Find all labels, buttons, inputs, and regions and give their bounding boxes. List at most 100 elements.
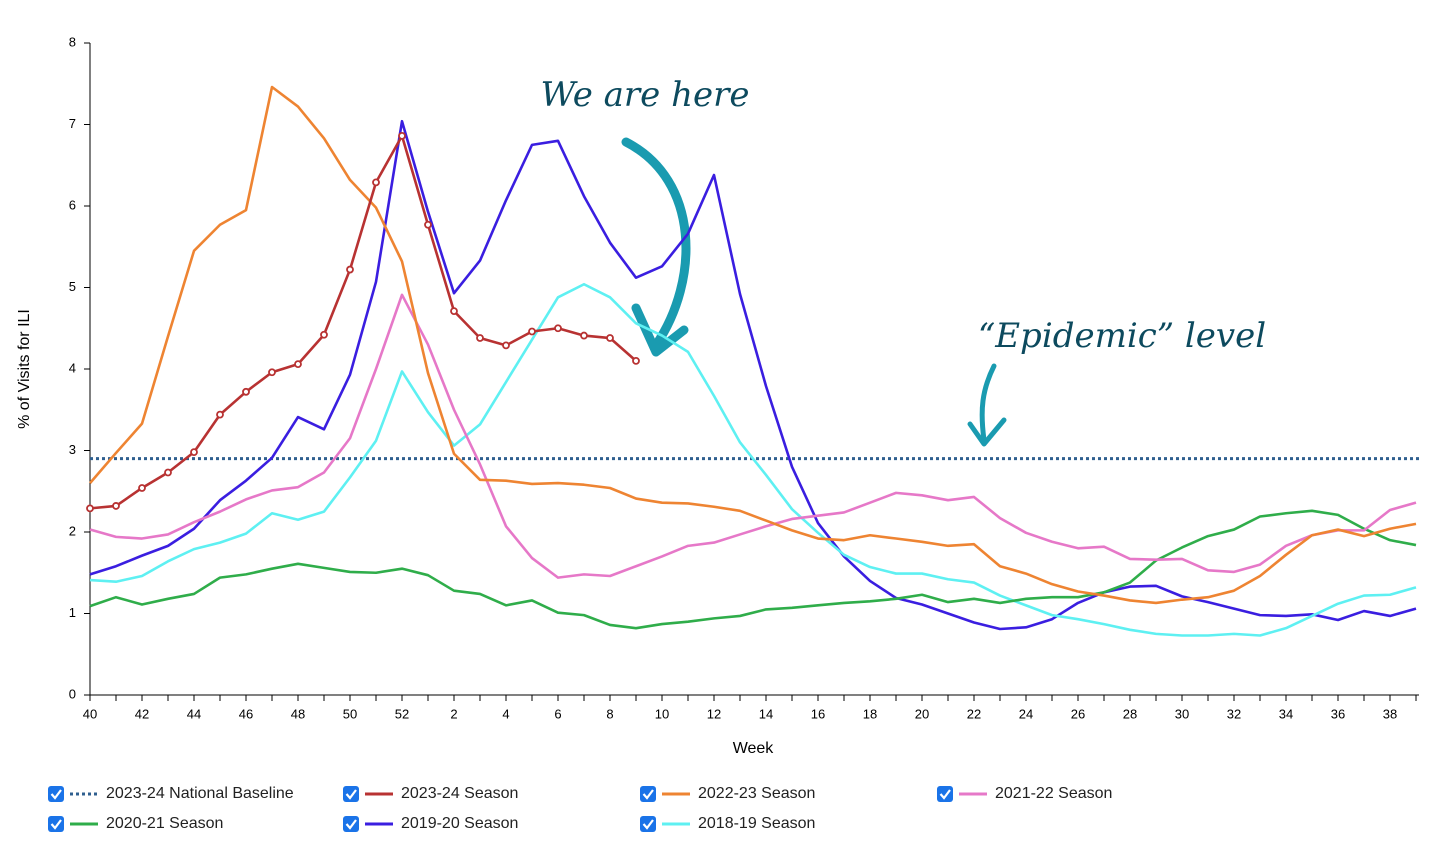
legend-checkbox[interactable] <box>640 816 656 832</box>
legend-check <box>939 789 951 800</box>
legend-item[interactable]: 2023-24 National Baseline <box>48 785 294 802</box>
legend-check <box>50 789 62 800</box>
point <box>320 330 328 339</box>
point <box>424 220 432 229</box>
legend-item[interactable]: 2019-20 Season <box>343 815 518 832</box>
x-tick-label: 4 <box>502 706 509 721</box>
legend-check <box>50 819 62 830</box>
legend-label: 2022-23 Season <box>698 785 815 802</box>
y-tick-label: 3 <box>69 442 76 457</box>
x-tick-label: 44 <box>187 706 201 721</box>
x-tick-label: 24 <box>1019 706 1033 721</box>
legend-label: 2021-22 Season <box>995 785 1112 802</box>
point <box>294 360 302 369</box>
y-tick-label: 1 <box>69 605 76 620</box>
point <box>528 327 536 336</box>
x-tick-label: 28 <box>1123 706 1137 721</box>
point <box>372 178 380 187</box>
legend-checkbox[interactable] <box>640 786 656 802</box>
x-tick-label: 2 <box>450 706 457 721</box>
point <box>86 504 94 513</box>
legend-checkbox[interactable] <box>343 786 359 802</box>
point <box>632 356 640 365</box>
x-tick-label: 50 <box>343 706 357 721</box>
x-tick-label: 20 <box>915 706 929 721</box>
y-tick-label: 4 <box>69 360 76 375</box>
annotation-arrow <box>621 137 691 350</box>
legend-item[interactable]: 2020-21 Season <box>48 815 223 832</box>
legend-checkbox[interactable] <box>48 816 64 832</box>
x-tick-label: 40 <box>83 706 97 721</box>
legend-checkbox[interactable] <box>343 816 359 832</box>
series-line <box>89 119 1417 631</box>
legend-item[interactable]: 2023-24 Season <box>343 785 518 802</box>
legend-check <box>642 819 654 830</box>
y-tick-label: 0 <box>69 686 76 701</box>
y-tick-label: 5 <box>69 279 76 294</box>
legend-check <box>345 789 357 800</box>
x-tick-label: 32 <box>1227 706 1241 721</box>
legend-label: 2018-19 Season <box>698 815 815 832</box>
point <box>268 368 276 377</box>
x-tick-label: 6 <box>554 706 561 721</box>
point <box>242 387 250 396</box>
annotation: “Epidemic” level <box>978 316 1266 356</box>
series-line <box>89 85 1417 605</box>
point <box>450 307 458 316</box>
x-tick-label: 8 <box>606 706 613 721</box>
legend-check <box>642 789 654 800</box>
legend-item[interactable]: 2021-22 Season <box>937 785 1112 802</box>
series-line <box>89 282 1417 637</box>
x-tick-label: 52 <box>395 706 409 721</box>
x-tick-label: 48 <box>291 706 305 721</box>
y-tick-label: 2 <box>69 523 76 538</box>
point <box>502 341 510 350</box>
point <box>190 448 198 457</box>
point <box>476 334 484 342</box>
legend-checkbox[interactable] <box>48 786 64 802</box>
point <box>398 132 406 140</box>
point <box>554 324 562 333</box>
annotation-arrow-head <box>631 303 689 357</box>
x-tick-label: 26 <box>1071 706 1085 721</box>
annotation: We are here <box>541 75 750 115</box>
legend-checkbox[interactable] <box>937 786 953 802</box>
y-axis-label: % of Visits for ILI <box>16 309 33 429</box>
legend-item[interactable]: 2018-19 Season <box>640 815 815 832</box>
point <box>164 468 172 477</box>
y-tick-label: 6 <box>69 197 76 212</box>
x-tick-label: 36 <box>1331 706 1345 721</box>
x-tick-label: 10 <box>655 706 669 721</box>
series-line <box>89 509 1417 630</box>
series-line <box>89 134 637 510</box>
x-tick-label: 22 <box>967 706 981 721</box>
y-tick-label: 8 <box>69 34 76 49</box>
annotation-arrow-head <box>967 417 1007 447</box>
point <box>138 484 146 492</box>
legend-label: 2020-21 Season <box>106 815 223 832</box>
x-axis-label: Week <box>733 740 775 757</box>
x-tick-label: 46 <box>239 706 253 721</box>
x-tick-label: 34 <box>1279 706 1293 721</box>
x-tick-label: 38 <box>1383 706 1397 721</box>
y-tick-label: 7 <box>69 116 76 131</box>
legend-check <box>345 819 357 830</box>
series-line <box>89 293 1417 579</box>
legend-label: 2023-24 Season <box>401 785 518 802</box>
annotation-arrow <box>979 363 997 443</box>
legend-label: 2023-24 National Baseline <box>106 785 294 802</box>
point <box>216 410 224 419</box>
x-tick-label: 30 <box>1175 706 1189 721</box>
x-tick-label: 18 <box>863 706 877 721</box>
x-tick-label: 42 <box>135 706 149 721</box>
legend-item[interactable]: 2022-23 Season <box>640 785 815 802</box>
point <box>580 331 588 340</box>
point <box>346 265 354 274</box>
point <box>112 502 120 510</box>
x-tick-label: 14 <box>759 706 773 721</box>
x-tick-label: 16 <box>811 706 825 721</box>
legend-label: 2019-20 Season <box>401 815 518 832</box>
point <box>606 334 614 342</box>
